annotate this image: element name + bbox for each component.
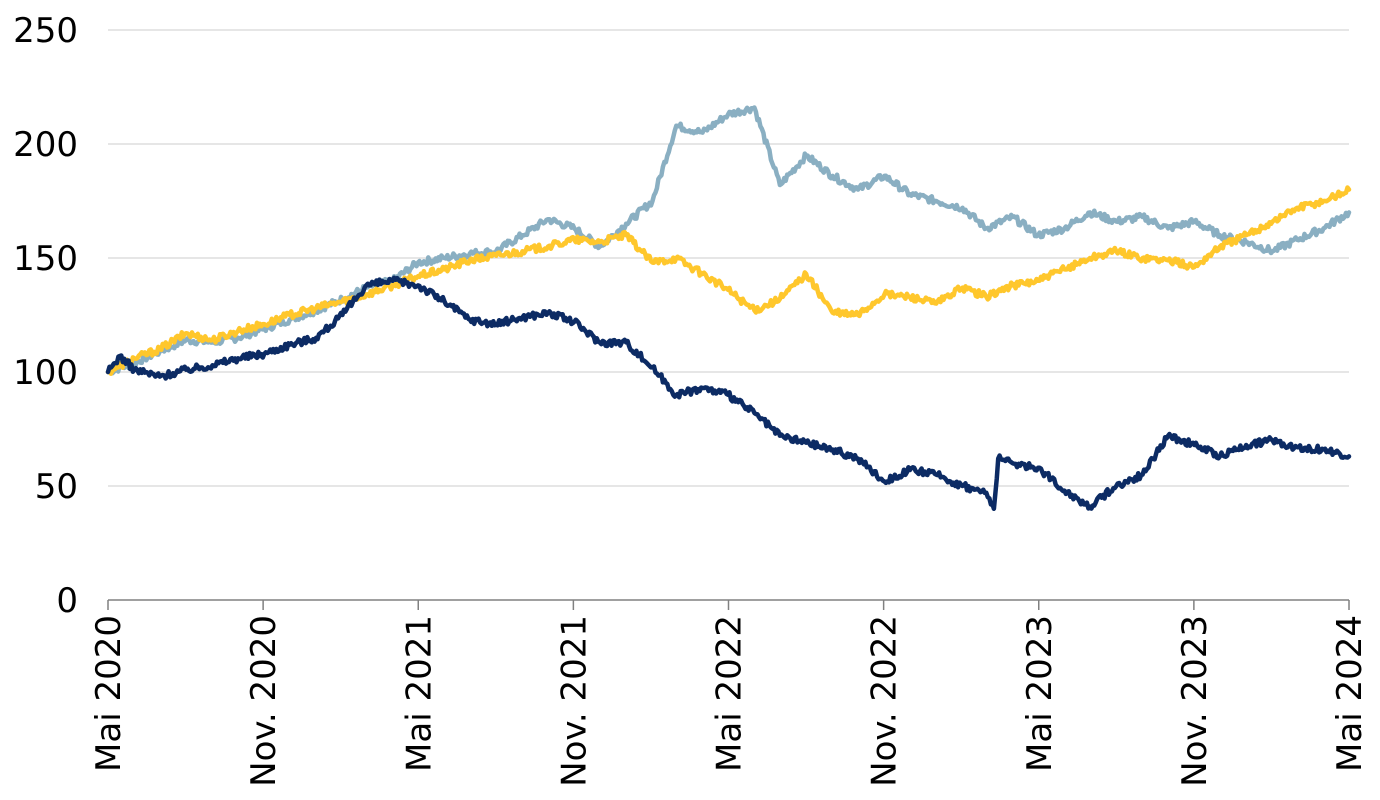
y-axis-tick-labels: 0 50 100 150 200 250 [13, 11, 78, 621]
y-tick-label: 100 [13, 353, 78, 393]
x-tick-label: Nov. 2021 [554, 615, 594, 787]
x-tick-label: Nov. 2020 [244, 615, 284, 787]
series-lines [105, 105, 1352, 512]
y-tick-label: 250 [13, 11, 78, 51]
x-tick-label: Mai 2020 [89, 615, 129, 772]
x-tick-label: Mai 2021 [399, 615, 439, 772]
y-tick-label: 0 [56, 581, 78, 621]
x-tick-label: Mai 2022 [710, 615, 750, 772]
y-tick-label: 50 [35, 467, 78, 507]
x-axis-ticks: Mai 2020 Nov. 2020 Mai 2021 Nov. 2021 Mai 20… [89, 600, 1370, 787]
x-tick-label: Mai 2024 [1330, 615, 1370, 772]
y-tick-label: 200 [13, 125, 78, 165]
series-line-1 [105, 105, 1352, 376]
y-tick-label: 150 [13, 239, 78, 279]
series-line-2 [105, 185, 1352, 376]
grid [108, 29, 1349, 487]
series-line-3 [105, 275, 1352, 512]
x-tick-label: Nov. 2023 [1175, 615, 1215, 787]
x-tick-label: Nov. 2022 [865, 615, 905, 787]
x-tick-label: Mai 2023 [1020, 615, 1060, 772]
